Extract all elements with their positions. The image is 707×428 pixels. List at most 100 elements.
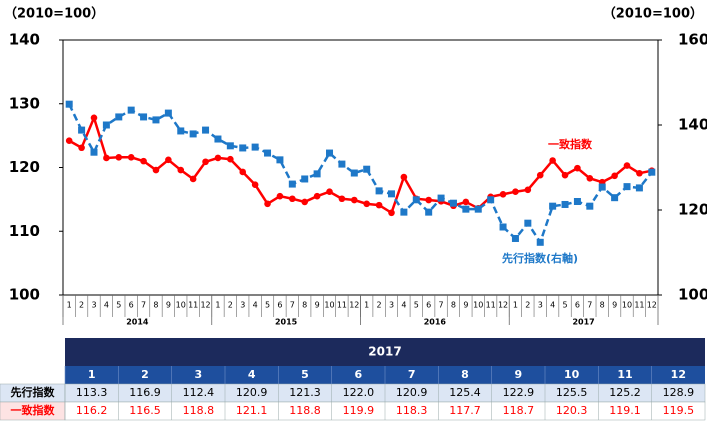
x-tick-label: 9 (463, 301, 468, 310)
y2-tick-label: 140 (678, 116, 707, 134)
point (65, 137, 73, 145)
table-cell: 128.9 (663, 386, 695, 399)
point (623, 162, 631, 169)
point (549, 202, 557, 210)
point (474, 205, 482, 213)
table-month: 1 (88, 368, 96, 381)
point (227, 155, 234, 163)
x-tick-label: 3 (240, 301, 245, 310)
point (301, 198, 309, 206)
y2-tick-label: 100 (678, 286, 707, 304)
point (363, 200, 370, 208)
point (127, 154, 135, 161)
point (573, 198, 581, 205)
point (462, 198, 470, 206)
y-axis-unit: （2010=100） (4, 6, 104, 22)
point (152, 166, 160, 174)
table-cell: 121.3 (289, 386, 321, 399)
x-tick-label: 1 (513, 301, 518, 310)
point (239, 168, 247, 176)
point (499, 223, 507, 231)
x-tick-label: 8 (153, 301, 158, 310)
x-tick-label: 3 (389, 301, 394, 310)
x-tick-label: 2 (525, 301, 530, 310)
x-tick-label: 12 (498, 301, 508, 310)
y-tick-label: 140 (9, 31, 40, 49)
point (388, 209, 395, 217)
point (574, 164, 581, 172)
x-tick-label: 6 (575, 301, 580, 310)
point (524, 219, 532, 227)
table-month: 4 (248, 368, 256, 381)
table-month: 10 (564, 368, 580, 381)
table-cell: 116.2 (76, 404, 108, 417)
y-tick-label: 120 (9, 158, 40, 176)
point (400, 173, 408, 181)
year-label: 2017 (572, 318, 594, 327)
x-tick-label: 2 (228, 301, 233, 310)
point (251, 181, 259, 189)
x-tick-label: 7 (290, 301, 295, 310)
x-tick-label: 5 (265, 301, 270, 310)
x-tick-label: 5 (116, 301, 121, 310)
point (412, 196, 420, 204)
x-tick-label: 5 (562, 301, 567, 310)
x-tick-label: 9 (166, 301, 171, 310)
point (177, 127, 185, 135)
point (561, 171, 569, 179)
x-tick-label: 5 (414, 301, 419, 310)
series-line (68, 114, 653, 215)
point (611, 172, 618, 180)
point (561, 200, 569, 208)
table-month: 3 (195, 368, 203, 381)
x-tick-label: 7 (439, 301, 444, 310)
x-tick-label: 6 (426, 301, 431, 310)
point (264, 149, 272, 157)
table-row-label: 先行指数 (11, 385, 56, 399)
point (65, 100, 73, 108)
point (189, 175, 197, 183)
point (115, 113, 123, 121)
x-tick-label: 3 (538, 301, 543, 310)
x-tick-label: 12 (200, 301, 210, 310)
point (586, 175, 594, 182)
point (351, 196, 358, 204)
point (586, 202, 594, 210)
table-cell: 119.9 (343, 404, 375, 417)
point (127, 106, 135, 114)
point (239, 144, 247, 152)
point (487, 196, 495, 204)
x-tick-label: 8 (302, 301, 307, 310)
point (512, 188, 519, 196)
x-tick-label: 6 (129, 301, 134, 310)
table-cell: 125.5 (556, 386, 588, 399)
x-tick-label: 6 (277, 301, 282, 310)
point (189, 130, 197, 138)
y2-axis-unit: （2010=100） (603, 6, 703, 22)
point (387, 190, 395, 198)
table-cell: 118.8 (289, 404, 321, 417)
point (326, 149, 334, 157)
point (635, 184, 643, 192)
point (623, 183, 631, 191)
table-cell: 119.5 (663, 404, 695, 417)
point (140, 157, 147, 165)
point (462, 205, 470, 213)
series-label: 先行指数(右軸) (502, 251, 578, 265)
point (598, 183, 606, 191)
point (636, 169, 643, 177)
y2-tick-label: 160 (678, 31, 707, 49)
year-label: 2015 (275, 318, 298, 327)
point (202, 158, 209, 166)
point (301, 175, 309, 183)
point (437, 194, 445, 202)
x-tick-label: 10 (176, 301, 186, 310)
x-tick-label: 12 (349, 301, 359, 310)
table-cell: 116.5 (129, 404, 161, 417)
table-cell: 122.0 (343, 386, 375, 399)
table-cell: 117.7 (449, 404, 481, 417)
table-cell: 121.1 (236, 404, 268, 417)
y-tick-label: 110 (9, 222, 40, 240)
table-month: 6 (355, 368, 363, 381)
